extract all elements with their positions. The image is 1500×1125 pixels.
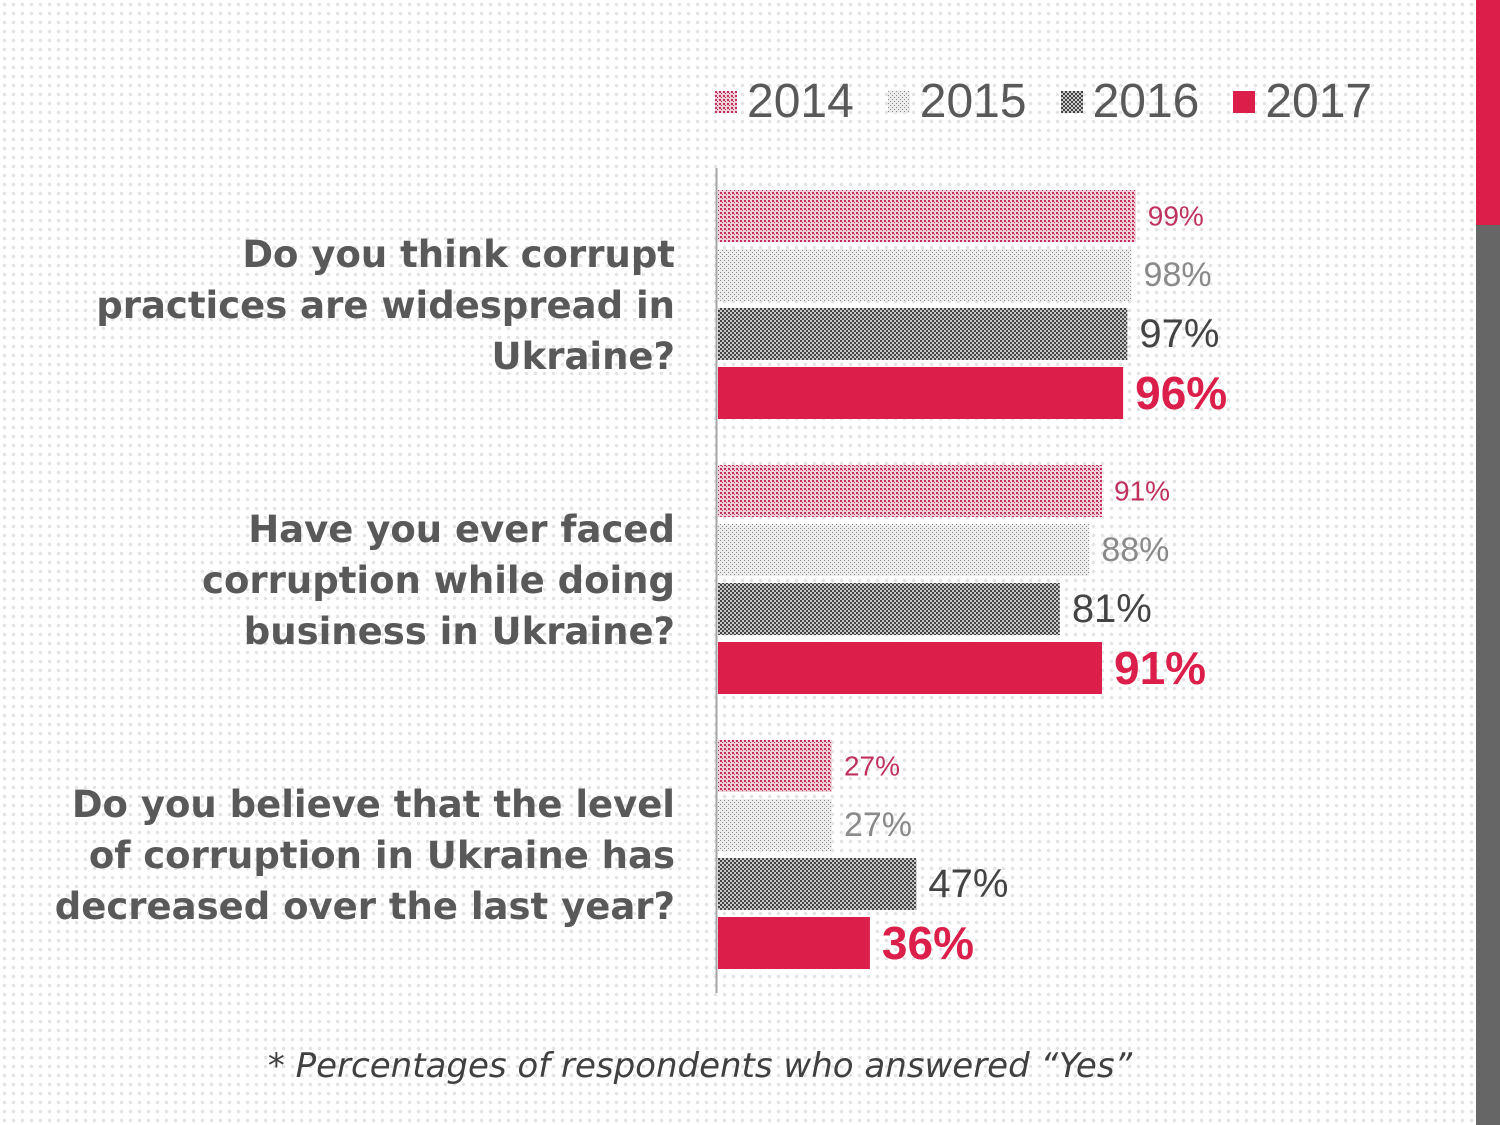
question-faced-corruption: Have you ever faced corruption while doi… bbox=[15, 504, 675, 657]
legend-item-2015: 2015 bbox=[887, 75, 1027, 128]
bar-2015-q1 bbox=[718, 249, 1132, 301]
question-line: of corruption in Ukraine has bbox=[88, 834, 675, 877]
data-label-2015-q2: 88% bbox=[1101, 531, 1169, 569]
data-label-2015-q3: 27% bbox=[844, 806, 912, 844]
question-line: decreased over the last year? bbox=[54, 885, 675, 928]
legend-item-2014: 2014 bbox=[715, 78, 854, 126]
legend-label-2014: 2014 bbox=[747, 75, 854, 128]
data-label-2016-q1: 97% bbox=[1139, 312, 1219, 356]
bar-2014-q3 bbox=[718, 740, 832, 792]
bar-2015-q3 bbox=[718, 799, 832, 851]
legend-swatch-2015 bbox=[887, 91, 910, 113]
legend-swatch-2017 bbox=[1233, 91, 1256, 113]
footnote: * Percentages of respondents who answere… bbox=[267, 1046, 1133, 1086]
legend-item-2016: 2016 bbox=[1060, 75, 1200, 128]
bar-2017-q2 bbox=[718, 642, 1103, 694]
bar-2017-q3 bbox=[718, 917, 870, 969]
legend-swatch-2014 bbox=[715, 91, 737, 113]
legend-label-2016: 2016 bbox=[1092, 75, 1200, 128]
bar-2016-q2 bbox=[718, 583, 1060, 635]
question-corruption-decreased: Do you believe that the level of corrupt… bbox=[15, 779, 675, 932]
legend-label-2017: 2017 bbox=[1265, 75, 1373, 128]
question-widespread-corruption: Do you think corrupt practices are wides… bbox=[15, 229, 675, 382]
question-line: corruption while doing bbox=[202, 559, 675, 602]
bar-2015-q2 bbox=[718, 524, 1090, 576]
legend-swatch-2016 bbox=[1060, 91, 1083, 113]
data-label-2017-q3: 36% bbox=[882, 917, 974, 969]
bar-2017-q1 bbox=[718, 367, 1124, 419]
bar-2016-q3 bbox=[718, 858, 917, 910]
question-line: practices are widespread in bbox=[96, 284, 675, 327]
data-label-2014-q3: 27% bbox=[844, 751, 900, 782]
data-label-2015-q1: 98% bbox=[1144, 256, 1212, 294]
bar-2014-q1 bbox=[718, 190, 1136, 242]
question-line: Do you think corrupt bbox=[242, 233, 675, 276]
data-label-2016-q2: 81% bbox=[1072, 587, 1152, 631]
legend-label-2015: 2015 bbox=[919, 75, 1027, 128]
data-label-2014-q2: 91% bbox=[1114, 476, 1170, 507]
question-line: business in Ukraine? bbox=[243, 610, 675, 653]
data-label-2014-q1: 99% bbox=[1148, 201, 1204, 232]
question-line: Ukraine? bbox=[491, 335, 675, 378]
data-labels-layer: 99% 98% 97% 96% 91% 88% 81% 91% 27% 27% 47% 36% bbox=[844, 201, 1227, 970]
side-accent-bar-highlight bbox=[1476, 0, 1500, 225]
bar-2014-q2 bbox=[718, 465, 1103, 517]
data-label-2017-q2: 91% bbox=[1114, 642, 1206, 694]
data-label-2016-q3: 47% bbox=[928, 862, 1008, 906]
question-line: Do you believe that the level bbox=[71, 783, 675, 826]
question-line: Have you ever faced bbox=[248, 508, 675, 551]
legend: 2014 2015 2016 2017 bbox=[715, 74, 1372, 130]
data-label-2017-q1: 96% bbox=[1135, 367, 1227, 419]
bars-layer bbox=[718, 190, 1136, 969]
legend-item-2017: 2017 bbox=[1233, 78, 1372, 126]
bar-2016-q1 bbox=[718, 308, 1128, 360]
